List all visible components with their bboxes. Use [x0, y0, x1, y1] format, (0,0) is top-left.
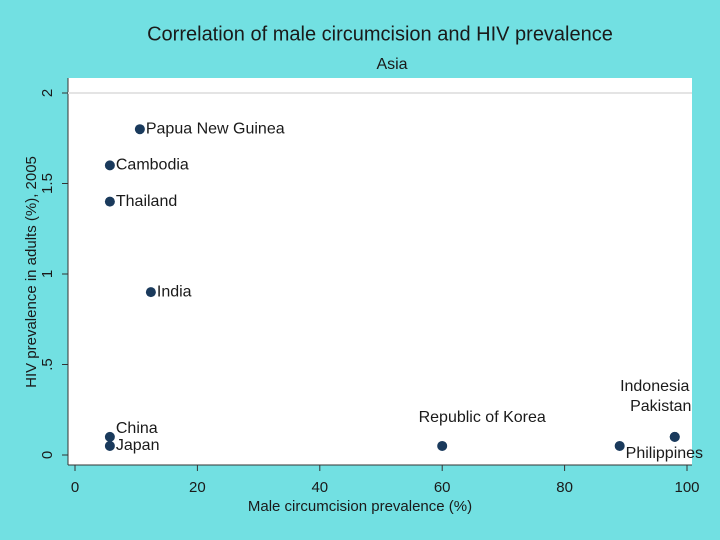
point-label: Japan [116, 437, 160, 454]
point-label: China [116, 420, 158, 437]
point [437, 440, 448, 451]
y-axis-label: HIV prevalence in adults (%), 2005 [23, 156, 40, 388]
point-label: Pakistan [630, 398, 691, 415]
point [104, 196, 115, 207]
point [104, 440, 115, 451]
point-label: India [157, 283, 192, 300]
x-tick-label: 60 [434, 479, 451, 496]
x-axis-label: Male circumcision prevalence (%) [248, 498, 472, 515]
point-label: Philippines [626, 445, 703, 462]
chart-title: Correlation of male circumcision and HIV… [147, 23, 613, 45]
x-tick-label: 20 [189, 479, 206, 496]
subtitle: Asia [376, 56, 407, 73]
y-tick-label: 0 [39, 451, 56, 459]
point-label: Cambodia [116, 157, 189, 174]
x-tick-label: 100 [674, 479, 699, 496]
point-label: Republic of Korea [419, 409, 546, 426]
plot-area [68, 78, 692, 465]
point [104, 431, 115, 442]
x-tick-label: 0 [71, 479, 79, 496]
point [134, 124, 145, 135]
point-label: Papua New Guinea [146, 120, 285, 137]
x-tick-label: 80 [556, 479, 573, 496]
y-tick-label: 1 [39, 270, 56, 278]
point [145, 287, 156, 298]
point [669, 431, 680, 442]
x-tick-label: 40 [311, 479, 328, 496]
point-label: Indonesia [620, 378, 689, 395]
y-tick-label: .5 [39, 358, 56, 371]
y-tick-label: 2 [39, 89, 56, 97]
y-tick-label: 1.5 [39, 173, 56, 194]
point [104, 160, 115, 171]
point [614, 440, 625, 451]
point-label: Thailand [116, 193, 177, 210]
